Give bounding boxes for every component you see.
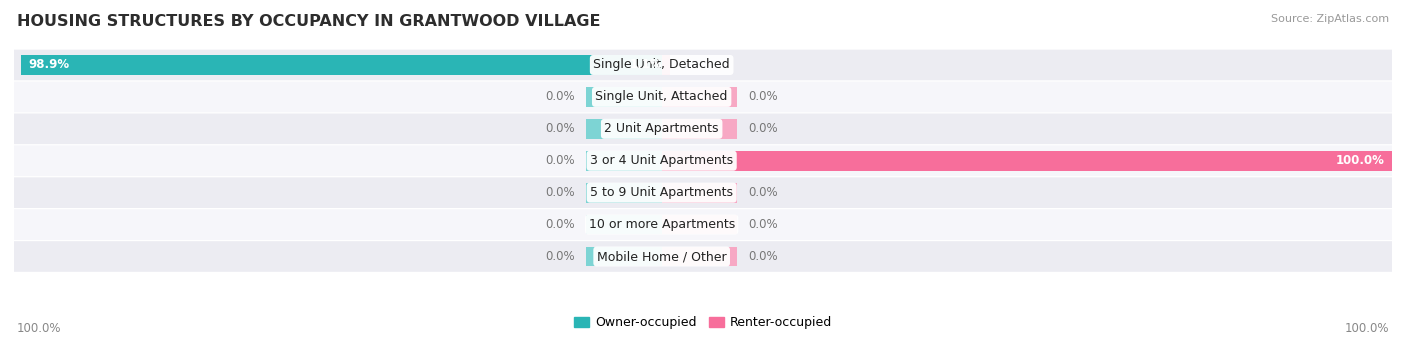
FancyBboxPatch shape [0, 177, 1406, 208]
Text: Source: ZipAtlas.com: Source: ZipAtlas.com [1271, 14, 1389, 24]
Bar [662, 215, 738, 235]
Text: 0.0%: 0.0% [546, 250, 575, 263]
Text: 0.0%: 0.0% [748, 122, 778, 135]
Text: 100.0%: 100.0% [1344, 322, 1389, 335]
Text: 100.0%: 100.0% [1336, 154, 1385, 167]
Text: 0.0%: 0.0% [546, 90, 575, 103]
Bar [586, 151, 662, 171]
Text: 0.0%: 0.0% [546, 122, 575, 135]
Bar [586, 87, 662, 107]
Legend: Owner-occupied, Renter-occupied: Owner-occupied, Renter-occupied [568, 311, 838, 334]
Bar [662, 55, 669, 75]
Bar [586, 215, 662, 235]
Text: 3 or 4 Unit Apartments: 3 or 4 Unit Apartments [591, 154, 733, 167]
Text: 0.0%: 0.0% [748, 90, 778, 103]
FancyBboxPatch shape [0, 50, 1406, 80]
Text: Mobile Home / Other: Mobile Home / Other [598, 250, 727, 263]
Bar [586, 183, 662, 202]
Text: 0.0%: 0.0% [748, 218, 778, 231]
Text: Single Unit, Attached: Single Unit, Attached [596, 90, 728, 103]
FancyBboxPatch shape [0, 241, 1406, 272]
Text: 0.0%: 0.0% [748, 186, 778, 199]
Bar [586, 247, 662, 266]
Text: 0.0%: 0.0% [748, 250, 778, 263]
Text: 0.0%: 0.0% [546, 218, 575, 231]
Text: 100.0%: 100.0% [17, 322, 62, 335]
Text: 2 Unit Apartments: 2 Unit Apartments [605, 122, 718, 135]
Bar [21, 55, 662, 75]
Text: 98.9%: 98.9% [28, 58, 69, 71]
Text: 10 or more Apartments: 10 or more Apartments [589, 218, 735, 231]
FancyBboxPatch shape [0, 209, 1406, 240]
Text: 0.0%: 0.0% [546, 186, 575, 199]
FancyBboxPatch shape [0, 145, 1406, 176]
Text: 5 to 9 Unit Apartments: 5 to 9 Unit Apartments [591, 186, 733, 199]
Bar [662, 87, 738, 107]
Text: Single Unit, Detached: Single Unit, Detached [593, 58, 730, 71]
FancyBboxPatch shape [0, 82, 1406, 112]
Bar [662, 119, 738, 139]
Text: HOUSING STRUCTURES BY OCCUPANCY IN GRANTWOOD VILLAGE: HOUSING STRUCTURES BY OCCUPANCY IN GRANT… [17, 14, 600, 29]
Bar [662, 183, 738, 202]
Bar [662, 247, 738, 266]
Text: 1.1%: 1.1% [630, 58, 662, 71]
Text: 0.0%: 0.0% [546, 154, 575, 167]
Bar [586, 119, 662, 139]
Bar [662, 151, 1392, 171]
FancyBboxPatch shape [0, 114, 1406, 144]
